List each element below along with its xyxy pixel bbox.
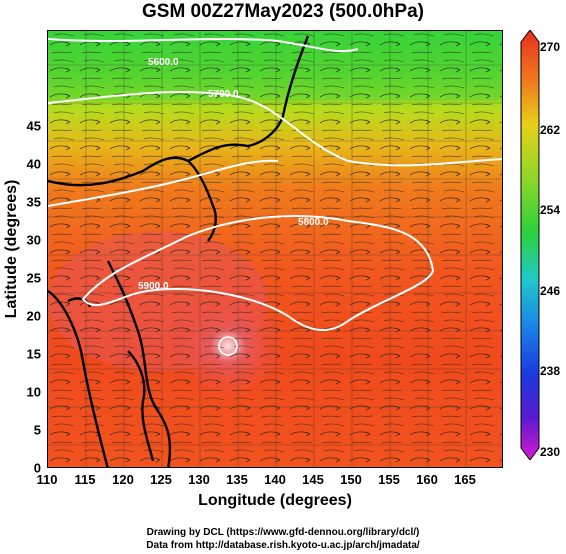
x-tick-label: 130 <box>188 472 210 487</box>
colorbar-tick: 254 <box>540 203 561 217</box>
map-plot-area: 5600.0 5700.0 5800.0 5900.0 <box>47 30 503 468</box>
x-tick-label: 155 <box>378 472 400 487</box>
x-tick-label: 145 <box>302 472 324 487</box>
height-contours <box>48 38 502 356</box>
y-tick-label: 5 <box>33 422 41 438</box>
contour-label: 5600.0 <box>148 57 179 68</box>
x-tick-label: 135 <box>226 472 248 487</box>
y-tick-label: 40 <box>26 156 41 172</box>
x-tick-label: 115 <box>74 472 96 487</box>
y-axis-label: Latitude (degrees) <box>3 179 20 319</box>
x-tick-label: 140 <box>264 472 286 487</box>
y-tick-label: 35 <box>26 194 41 210</box>
contour-label: 5900.0 <box>138 281 169 292</box>
y-tick-label: 25 <box>26 270 41 286</box>
y-tick-label: 45 <box>26 118 41 134</box>
colorbar-tick: 238 <box>540 364 561 378</box>
y-tick-label: 15 <box>26 346 41 362</box>
x-tick-label: 150 <box>340 472 362 487</box>
contour-label: 5700.0 <box>208 89 239 100</box>
colorbar-tick: 262 <box>540 123 561 137</box>
credit-data: Data from http://database.rish.kyoto-u.a… <box>146 540 420 551</box>
coastline <box>48 35 310 467</box>
colorbar-tick: 270 <box>540 40 561 54</box>
colorbar-tick: 246 <box>540 284 561 298</box>
x-tick-label: 110 <box>36 472 58 487</box>
contour-label: 5800.0 <box>298 217 329 228</box>
y-tick-label: 20 <box>26 308 41 324</box>
map-title: GSM 00Z27May2023 (500.0hPa) <box>142 1 424 22</box>
y-tick-label: 30 <box>26 232 41 248</box>
x-tick-label: 165 <box>454 472 476 487</box>
x-tick-label: 120 <box>112 472 134 487</box>
x-tick-label: 125 <box>150 472 172 487</box>
x-axis-label: Longitude (degrees) <box>198 492 352 509</box>
colorbar <box>520 30 540 460</box>
x-tick-label: 160 <box>416 472 438 487</box>
credit-drawing: Drawing by DCL (https://www.gfd-dennou.o… <box>146 527 420 538</box>
y-tick-label: 10 <box>26 384 41 400</box>
temperature-field: 5600.0 5700.0 5800.0 5900.0 <box>48 31 502 467</box>
y-tick-label: 0 <box>33 460 41 476</box>
colorbar-tick: 230 <box>540 445 561 459</box>
